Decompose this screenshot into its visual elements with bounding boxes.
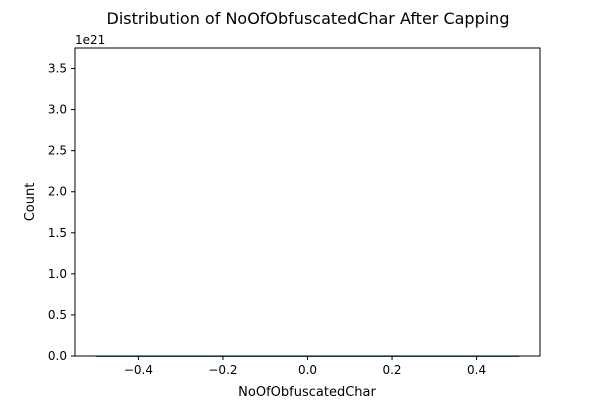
- y-tick-label: 1.0: [48, 267, 67, 281]
- y-axis-ticks: 0.0 0.5 1.0 1.5 2.0 2.5 3.0 3.5: [48, 62, 75, 363]
- x-axis-ticks: −0.4 −0.2 0.0 0.2 0.4: [124, 356, 486, 377]
- y-tick-label: 3.0: [48, 103, 67, 117]
- y-tick-label: 1.5: [48, 226, 67, 240]
- y-tick-label: 0.0: [48, 349, 67, 363]
- y-axis-label: Count: [23, 183, 38, 222]
- x-tick-label: −0.4: [124, 363, 153, 377]
- x-tick-label: 0.2: [382, 363, 401, 377]
- chart-title: Distribution of NoOfObfuscatedChar After…: [107, 9, 510, 28]
- plot-frame: [74, 47, 541, 357]
- plot-area: [74, 47, 541, 358]
- x-axis-label: NoOfObfuscatedChar: [238, 385, 376, 400]
- y-offset-text: 1e21: [75, 33, 105, 47]
- y-tick-label: 3.5: [48, 62, 67, 76]
- y-tick-label: 0.5: [48, 308, 67, 322]
- y-tick-label: 2.0: [48, 185, 67, 199]
- x-tick-label: −0.2: [208, 363, 237, 377]
- y-tick-label: 2.5: [48, 144, 67, 158]
- x-tick-label: 0.0: [298, 363, 317, 377]
- x-tick-label: 0.4: [467, 363, 486, 377]
